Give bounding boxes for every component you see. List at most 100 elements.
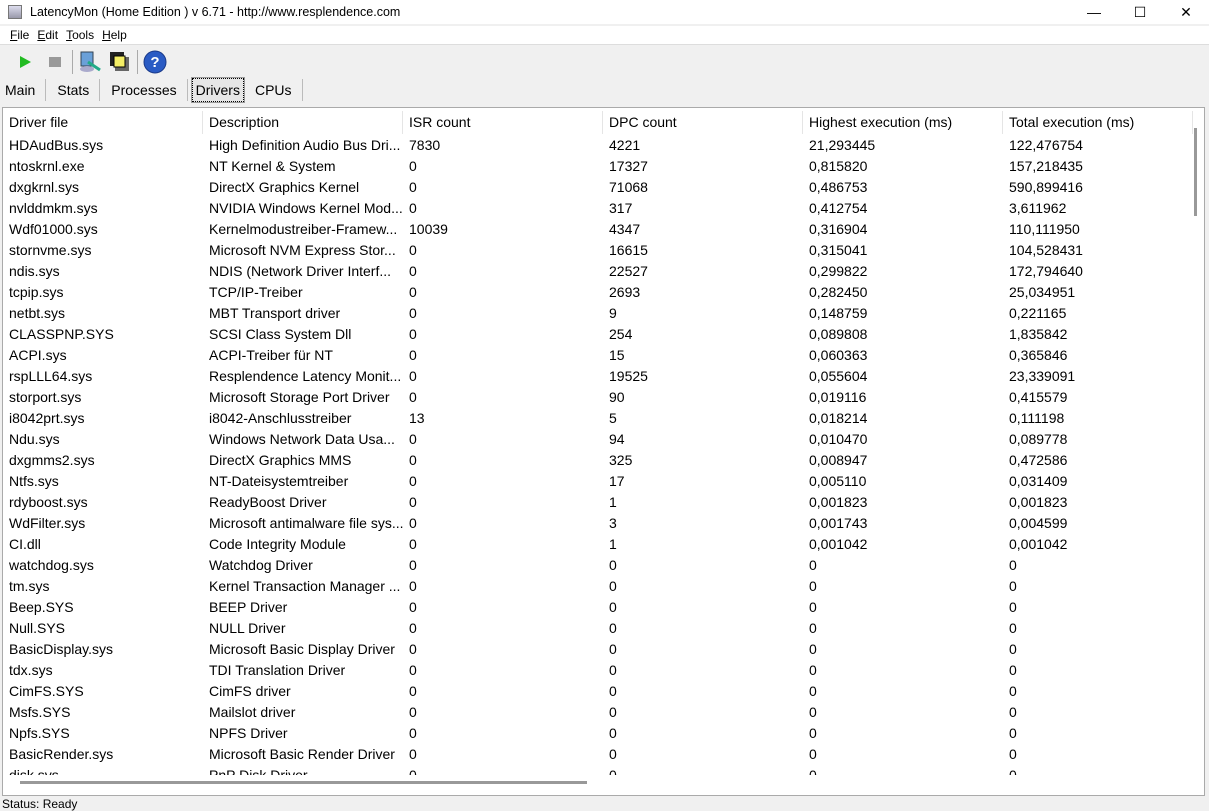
- table-cell: NT Kernel & System: [209, 158, 336, 174]
- table-cell: 0,010470: [809, 431, 868, 447]
- table-cell: 254: [609, 326, 633, 342]
- table-row[interactable]: rspLLL64.sys Resplendence Latency Monit..…: [3, 366, 1193, 387]
- minimize-button[interactable]: —: [1087, 4, 1101, 20]
- table-row[interactable]: BasicRender.sys Microsoft Basic Render Dr…: [3, 744, 1193, 765]
- table-cell: Microsoft Basic Render Driver: [209, 746, 395, 762]
- table-cell: BasicDisplay.sys: [9, 641, 113, 657]
- table-row[interactable]: i8042prt.sys i8042-Anschlusstreiber 13 5 0,0…: [3, 408, 1193, 429]
- table-cell: 157,218435: [1009, 158, 1083, 174]
- table-cell: 0: [1009, 578, 1017, 594]
- table-cell: 0,316904: [809, 221, 868, 237]
- table-cell: 0: [1009, 557, 1017, 573]
- table-row[interactable]: HDAudBus.sys High Definition Audio Bus Dr…: [3, 135, 1193, 156]
- column-header-total-execution[interactable]: Total execution (ms): [1003, 111, 1193, 134]
- table-cell: CimFS.SYS: [9, 683, 84, 699]
- table-cell: 0: [609, 620, 617, 636]
- table-row[interactable]: storport.sys Microsoft Storage Port Drive…: [3, 387, 1193, 408]
- table-row[interactable]: tm.sys Kernel Transaction Manager ... 0 0 0 0: [3, 576, 1193, 597]
- table-cell: 0: [809, 557, 817, 573]
- table-cell: 3,611962: [1009, 200, 1067, 216]
- horizontal-scroll-thumb[interactable]: [20, 781, 587, 784]
- menu-file[interactable]: File: [10, 28, 30, 42]
- table-row[interactable]: Msfs.SYS Mailslot driver 0 0 0 0: [3, 702, 1193, 723]
- table-cell: 0,415579: [1009, 389, 1068, 405]
- table-cell: 0: [609, 599, 617, 615]
- maximize-button[interactable]: ☐: [1133, 3, 1147, 20]
- horizontal-scrollbar[interactable]: [3, 777, 1193, 789]
- table-row[interactable]: stornvme.sys Microsoft NVM Express Stor..…: [3, 240, 1193, 261]
- column-header-dpc-count[interactable]: DPC count: [603, 111, 803, 134]
- table-row[interactable]: rdyboost.sys ReadyBoost Driver 0 1 0,001823 0…: [3, 492, 1193, 513]
- tab-main[interactable]: Main: [0, 79, 47, 101]
- tab-processes[interactable]: Processes: [106, 79, 188, 101]
- table-row[interactable]: Beep.SYS BEEP Driver 0 0 0 0: [3, 597, 1193, 618]
- table-cell: 90: [609, 389, 625, 405]
- start-button[interactable]: [12, 49, 38, 75]
- table-row[interactable]: netbt.sys MBT Transport driver 0 9 0,148759 0…: [3, 303, 1193, 324]
- table-row[interactable]: dxgmms2.sys DirectX Graphics MMS 0 325 0,008…: [3, 450, 1193, 471]
- table-cell: 325: [609, 452, 633, 468]
- table-cell: 16615: [609, 242, 648, 258]
- close-button[interactable]: ✕: [1180, 3, 1192, 20]
- table-cell: 2693: [609, 284, 641, 300]
- column-header-highest-execution[interactable]: Highest execution (ms): [803, 111, 1003, 134]
- menu-tools[interactable]: Tools: [66, 28, 95, 42]
- table-cell: 9: [609, 305, 617, 321]
- column-header-isr-count[interactable]: ISR count: [403, 111, 603, 134]
- table-row[interactable]: Null.SYS NULL Driver 0 0 0 0: [3, 618, 1193, 639]
- table-row[interactable]: disk.sys PnP Disk Driver 0 0 0 0: [3, 765, 1193, 775]
- table-cell: 0: [1009, 725, 1017, 741]
- table-row[interactable]: dxgkrnl.sys DirectX Graphics Kernel 0 71068…: [3, 177, 1193, 198]
- table-cell: 0,815820: [809, 158, 868, 174]
- table-cell: 0: [809, 641, 817, 657]
- table-row[interactable]: Wdf01000.sys Kernelmodustreiber-Framew...…: [3, 219, 1193, 240]
- vertical-scrollbar[interactable]: [1192, 126, 1201, 774]
- column-header-description[interactable]: Description: [203, 111, 403, 134]
- table-row[interactable]: BasicDisplay.sys Microsoft Basic Display …: [3, 639, 1193, 660]
- table-cell: 0: [409, 431, 417, 447]
- column-header-driver-file[interactable]: Driver file: [3, 111, 203, 134]
- menu-edit[interactable]: Edit: [37, 28, 59, 42]
- table-cell: CLASSPNP.SYS: [9, 326, 114, 342]
- table-cell: ReadyBoost Driver: [209, 494, 327, 510]
- windows-button[interactable]: [107, 49, 133, 75]
- vertical-scroll-thumb[interactable]: [1194, 128, 1197, 216]
- table-cell: 0: [409, 494, 417, 510]
- table-cell: 0: [1009, 599, 1017, 615]
- stop-button[interactable]: [42, 49, 68, 75]
- table-row[interactable]: tdx.sys TDI Translation Driver 0 0 0 0: [3, 660, 1193, 681]
- table-cell: 0,001042: [1009, 536, 1068, 552]
- table-cell: 0: [1009, 767, 1017, 775]
- table-cell: ndis.sys: [9, 263, 60, 279]
- table-cell: 0,089808: [809, 326, 868, 342]
- table-cell: 22527: [609, 263, 648, 279]
- help-button[interactable]: ?: [142, 49, 168, 75]
- monitor-button[interactable]: [77, 49, 103, 75]
- table-row[interactable]: watchdog.sys Watchdog Driver 0 0 0 0: [3, 555, 1193, 576]
- table-cell: 317: [609, 200, 633, 216]
- table-row[interactable]: CLASSPNP.SYS SCSI Class System Dll 0 254 0,0…: [3, 324, 1193, 345]
- table-cell: 0,412754: [809, 200, 868, 216]
- table-cell: Npfs.SYS: [9, 725, 70, 741]
- table-row[interactable]: Ntfs.sys NT-Dateisystemtreiber 0 17 0,005110…: [3, 471, 1193, 492]
- table-row[interactable]: CimFS.SYS CimFS driver 0 0 0 0: [3, 681, 1193, 702]
- table-cell: Microsoft Basic Display Driver: [209, 641, 395, 657]
- table-cell: 19525: [609, 368, 648, 384]
- table-row[interactable]: Npfs.SYS NPFS Driver 0 0 0 0: [3, 723, 1193, 744]
- table-row[interactable]: WdFilter.sys Microsoft antimalware file s…: [3, 513, 1193, 534]
- tab-cpus[interactable]: CPUs: [250, 79, 303, 101]
- table-row[interactable]: Ndu.sys Windows Network Data Usa... 0 94 0,0…: [3, 429, 1193, 450]
- table-cell: BEEP Driver: [209, 599, 288, 615]
- table-cell: netbt.sys: [9, 305, 66, 321]
- table-row[interactable]: ndis.sys NDIS (Network Driver Interf... 0 2…: [3, 261, 1193, 282]
- table-cell: Mailslot driver: [209, 704, 296, 720]
- table-row[interactable]: CI.dll Code Integrity Module 0 1 0,001042 0,0…: [3, 534, 1193, 555]
- menu-help[interactable]: Help: [102, 28, 127, 42]
- table-cell: Wdf01000.sys: [9, 221, 98, 237]
- table-row[interactable]: tcpip.sys TCP/IP-Treiber 0 2693 0,282450 25,0…: [3, 282, 1193, 303]
- table-row[interactable]: ntoskrnl.exe NT Kernel & System 0 17327 0,81…: [3, 156, 1193, 177]
- tab-stats[interactable]: Stats: [52, 79, 101, 101]
- tab-drivers[interactable]: Drivers: [191, 78, 244, 102]
- table-row[interactable]: ACPI.sys ACPI-Treiber für NT 0 15 0,060363 0,…: [3, 345, 1193, 366]
- table-row[interactable]: nvlddmkm.sys NVIDIA Windows Kernel Mod...…: [3, 198, 1193, 219]
